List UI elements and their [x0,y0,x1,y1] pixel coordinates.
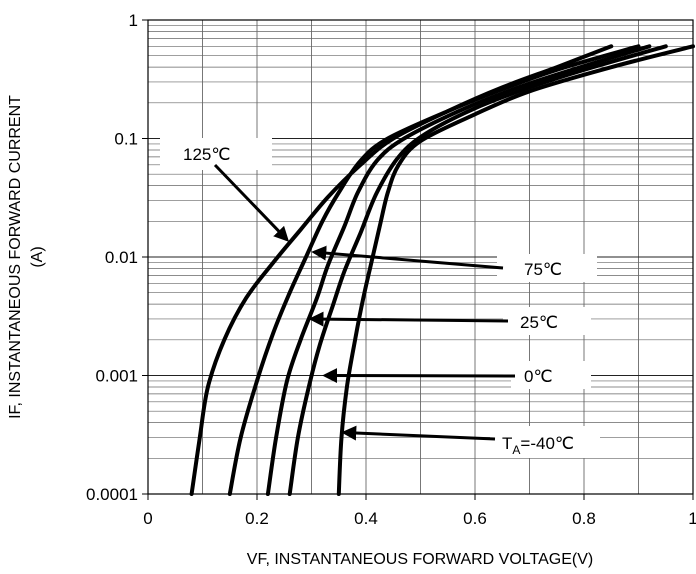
annotation-label: 0℃ [524,367,553,386]
y-tick-label: 1 [129,11,138,30]
annotation-a125: 125℃ [160,138,290,242]
annotation-a75: 75℃ [311,245,597,282]
annotation-label: TA=-40℃ [502,434,574,457]
y-axis-title-line1: IF, INSTANTANEOUS FORWARD CURRENT [7,95,24,419]
annotation-label-bg [490,426,600,458]
x-tick-labels: 0 0.2 0.4 0.6 0.8 1 [143,494,696,528]
annotation-label: 25℃ [520,313,558,332]
annotation-arrow [213,163,290,242]
annotation-label: 75℃ [524,260,562,279]
series-curves [189,44,695,496]
annotation-label: 125℃ [183,145,230,164]
series-curve-3 [287,44,668,496]
annotation-label-bg [503,307,591,335]
annotation-label-bg [511,361,591,389]
series-curve-1 [227,44,641,496]
series-curve-4 [336,44,695,496]
annotation-arrow [341,425,496,441]
annotations: 125℃ 75℃ 25℃ 0℃ TA=-40℃ [160,138,600,458]
x-tick-label: 0.8 [572,509,596,528]
annotation-a40: TA=-40℃ [341,425,600,458]
annotation-label-bg [497,254,597,282]
x-tick-label: 0 [143,509,152,528]
x-tick-label: 0.4 [354,509,378,528]
x-axis-title: VF, INSTANTANEOUS FORWARD VOLTAGE(V) [247,551,593,568]
y-tick-label: 0.0001 [86,485,138,504]
y-tick-label: 0.001 [95,367,138,386]
annotation-arrow [322,368,516,384]
x-tick-label: 0.6 [463,509,487,528]
x-tick-label: 1 [688,509,696,528]
y-tick-labels: 1 0.1 0.01 0.001 0.0001 [86,11,148,504]
y-axis-title-line2: (A) [29,246,46,267]
y-tick-label: 0.1 [114,130,138,149]
annotation-arrow [308,311,509,327]
annotation-a25: 25℃ [308,307,591,335]
annotation-arrow [311,245,504,270]
annotation-a0: 0℃ [322,361,591,389]
x-tick-label: 0.2 [245,509,269,528]
series-curve-2 [265,44,652,496]
grid [148,20,693,494]
y-tick-label: 0.01 [105,248,138,267]
